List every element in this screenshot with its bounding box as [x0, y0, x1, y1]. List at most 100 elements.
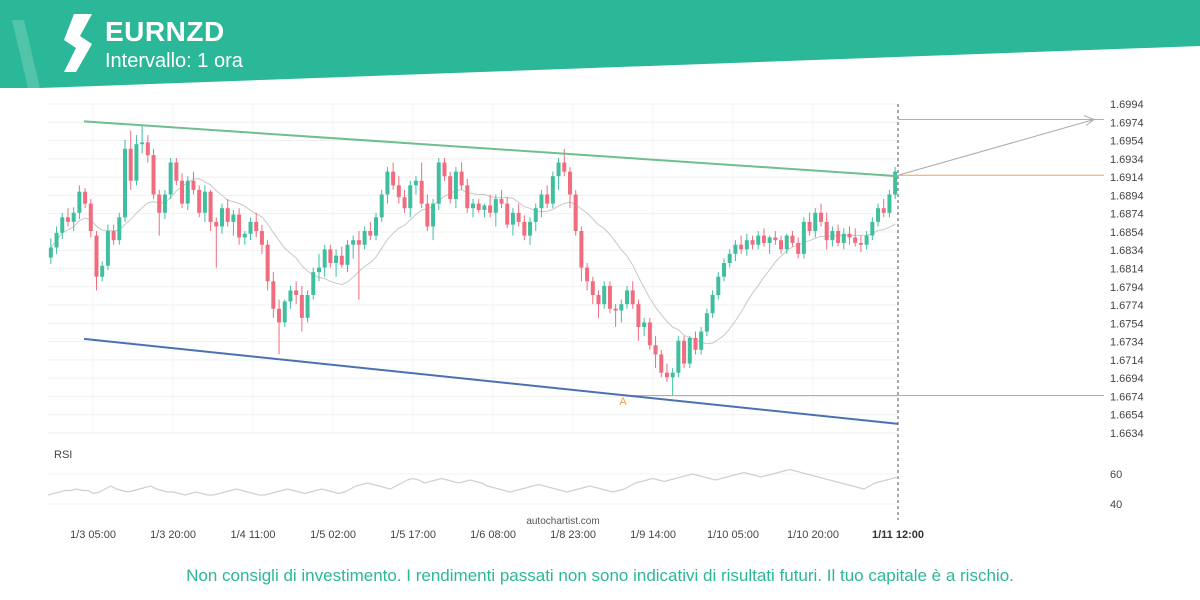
x-tick-label: 1/10 20:00 [787, 529, 839, 541]
rsi-axis-ticks: 60 40 [1110, 469, 1122, 511]
candle-body [168, 162, 173, 195]
pattern-point-a-label: A [619, 396, 627, 408]
candle-body [345, 244, 350, 265]
candle-body [362, 231, 367, 245]
candle-body [664, 372, 669, 378]
candle-body [625, 290, 630, 305]
x-tick-label: 1/4 11:00 [230, 529, 275, 541]
candle-body [237, 214, 242, 238]
candle-body [853, 237, 858, 243]
x-tick-label: 1/8 23:00 [550, 529, 596, 541]
candle-body [647, 322, 652, 346]
candle-body [642, 322, 647, 327]
candle-body [311, 272, 316, 296]
candle-body [528, 221, 533, 236]
candle-body [271, 281, 276, 309]
candle-body [128, 148, 133, 181]
candle-body [585, 267, 590, 282]
watermark: autochartist.com [526, 516, 599, 527]
candle-body [727, 253, 732, 264]
grid [48, 103, 898, 434]
candle-body [864, 235, 869, 245]
moving-average-line [50, 178, 896, 345]
y-tick-label: 1.6674 [1110, 391, 1144, 403]
candle-body [756, 235, 761, 245]
x-tick-label: 1/6 08:00 [470, 529, 516, 541]
candle-body [94, 235, 99, 277]
y-tick-label: 1.6854 [1110, 227, 1144, 239]
candle-body [83, 191, 88, 204]
disclaimer: Non consigli di investimento. I rendimen… [186, 566, 1014, 585]
candle-body [202, 191, 207, 213]
candle-body [761, 235, 766, 243]
candles [48, 125, 898, 396]
candle-body [779, 240, 784, 250]
candle-body [391, 171, 396, 186]
candle-body [676, 340, 681, 373]
candle-body [191, 180, 196, 190]
candle-body [408, 185, 413, 209]
candle-body [248, 221, 253, 234]
candle-body [305, 295, 310, 318]
candle-body [579, 231, 584, 268]
candle-body [602, 285, 607, 305]
candle-body [505, 203, 510, 225]
candle-body [739, 244, 744, 250]
candle-body [254, 221, 259, 232]
candle-body [659, 354, 664, 373]
candle-body [807, 221, 812, 232]
candle-body [396, 185, 401, 198]
candle-body [334, 255, 339, 264]
candle-body [830, 231, 835, 241]
candle-body [801, 221, 806, 254]
candle-body [151, 155, 156, 195]
rsi-tick-label: 40 [1110, 499, 1122, 511]
candle-body [60, 217, 65, 233]
candle-body [516, 212, 521, 222]
candle-body [607, 285, 612, 309]
candle-body [482, 205, 487, 211]
y-tick-label: 1.6834 [1110, 245, 1144, 257]
x-tick-label: 1/5 02:00 [310, 529, 356, 541]
candle-body [442, 162, 447, 177]
candle-body [893, 171, 898, 195]
candle-body [419, 180, 424, 204]
x-tick-label: 1/9 14:00 [630, 529, 676, 541]
rsi-tick-label: 60 [1110, 469, 1122, 481]
candle-body [562, 162, 567, 172]
y-tick-label: 1.6814 [1110, 264, 1144, 276]
candle-body [773, 237, 778, 241]
y-tick-label: 1.6634 [1110, 428, 1144, 440]
rsi-label: RSI [54, 449, 72, 461]
candle-body [448, 176, 453, 200]
candle-body [744, 240, 749, 250]
candle-body [693, 337, 698, 350]
candle-body [322, 249, 327, 268]
candle-body [231, 214, 236, 222]
candle-body [818, 212, 823, 222]
candle-body [379, 194, 384, 218]
symbol-title: EURNZD [105, 16, 225, 47]
candle-body [259, 231, 264, 245]
candle-body [65, 217, 70, 222]
candle-body [117, 217, 122, 241]
candle-body [88, 203, 93, 232]
rsi-line [47, 468, 899, 496]
candle-body [488, 205, 493, 213]
candle-body [465, 185, 470, 209]
candle-body [374, 217, 379, 236]
candle-body [185, 180, 190, 204]
trend-lines [83, 120, 899, 425]
x-tick-label: 1/3 20:00 [150, 529, 196, 541]
y-tick-label: 1.6954 [1110, 136, 1144, 148]
candle-body [288, 290, 293, 302]
candle-body [567, 171, 572, 195]
candle-body [242, 233, 247, 238]
pattern-levels [623, 104, 1104, 520]
candle-body [876, 208, 881, 222]
candle-body [100, 265, 105, 277]
resistance-trend-line [83, 120, 899, 178]
y-axis-ticks: 1.6994 1.6974 1.6954 1.6934 1.6914 1.6894 1.68… [1110, 99, 1144, 440]
candle-body [670, 372, 675, 378]
